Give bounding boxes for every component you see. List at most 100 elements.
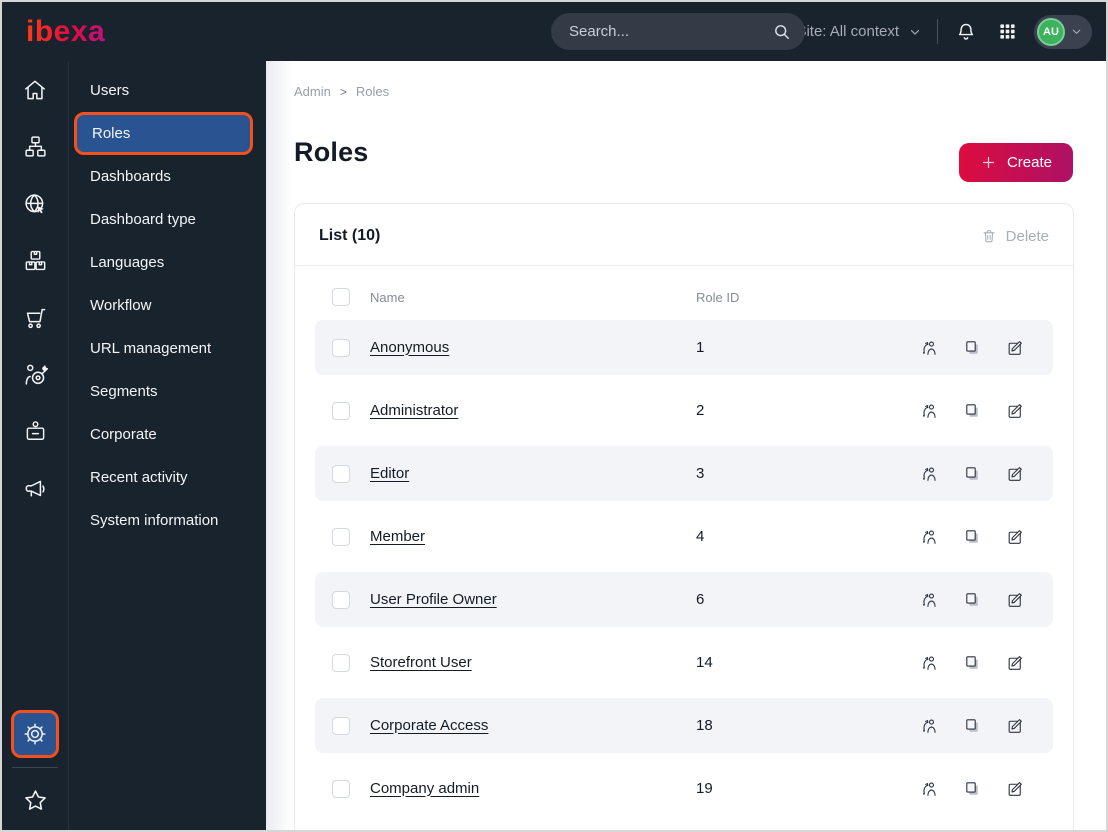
row-checkbox[interactable] bbox=[332, 653, 350, 672]
topbar-divider bbox=[937, 19, 938, 44]
sidebar-item-dashboard-type[interactable]: Dashboard type bbox=[90, 211, 196, 228]
assign-users-icon[interactable] bbox=[920, 716, 939, 736]
chevron-down-icon bbox=[908, 25, 922, 39]
select-all-checkbox[interactable] bbox=[332, 288, 350, 306]
products-boxes-icon[interactable] bbox=[2, 232, 69, 289]
create-button-label: Create bbox=[1006, 154, 1052, 171]
website-globe-icon[interactable] bbox=[2, 175, 69, 232]
role-id-cell: 2 bbox=[696, 402, 705, 419]
role-name-link[interactable]: Anonymous bbox=[370, 338, 450, 356]
sidebar-item-system-information[interactable]: System information bbox=[90, 512, 219, 529]
role-name-link[interactable]: Company admin bbox=[370, 779, 480, 797]
menu-list: Users Roles Dashboards Dashboard type Langua… bbox=[69, 69, 266, 542]
copy-icon[interactable] bbox=[963, 653, 982, 673]
role-name-link[interactable]: Corporate Access bbox=[370, 716, 489, 734]
delete-button[interactable]: Delete bbox=[981, 228, 1049, 245]
card-divider bbox=[295, 265, 1073, 266]
global-search bbox=[551, 13, 805, 50]
breadcrumb: Admin > Roles bbox=[294, 84, 1074, 99]
assign-users-icon[interactable] bbox=[920, 338, 939, 358]
sidebar-item-url-management[interactable]: URL management bbox=[90, 340, 212, 357]
table-row: Anonymous 1 bbox=[315, 320, 1053, 375]
user-menu[interactable]: AU bbox=[1034, 14, 1092, 49]
role-name-link[interactable]: Storefront User bbox=[370, 653, 472, 671]
edit-icon[interactable] bbox=[1006, 779, 1025, 799]
sidebar-item-dashboards[interactable]: Dashboards bbox=[90, 168, 171, 185]
corporate-badge-icon[interactable] bbox=[2, 403, 69, 460]
sidebar-item-users[interactable]: Users bbox=[90, 82, 130, 99]
icon-sidebar bbox=[2, 61, 69, 830]
role-name-link[interactable]: Member bbox=[370, 527, 426, 545]
sidebar-item-workflow[interactable]: Workflow bbox=[90, 297, 152, 314]
table-row: Administrator 2 bbox=[315, 383, 1053, 438]
search-icon[interactable] bbox=[772, 22, 791, 41]
role-name-link[interactable]: Editor bbox=[370, 464, 410, 482]
sitemap-icon[interactable] bbox=[2, 118, 69, 175]
row-checkbox[interactable] bbox=[332, 527, 350, 546]
table-row: Corporate Access 18 bbox=[315, 698, 1053, 753]
assign-users-icon[interactable] bbox=[920, 464, 939, 484]
trash-icon bbox=[981, 228, 997, 245]
assign-users-icon[interactable] bbox=[920, 779, 939, 799]
sidebar-item-roles[interactable]: Roles bbox=[74, 112, 253, 155]
commerce-cart-icon[interactable] bbox=[2, 289, 69, 346]
avatar: AU bbox=[1037, 17, 1065, 46]
row-checkbox[interactable] bbox=[332, 716, 350, 735]
sidebar-item-corporate[interactable]: Corporate bbox=[90, 426, 157, 443]
sidebar-item-segments[interactable]: Segments bbox=[90, 383, 158, 400]
edit-icon[interactable] bbox=[1006, 401, 1025, 421]
topbar-right-cluster: Site: All context A bbox=[767, 14, 1092, 49]
role-id-cell: 19 bbox=[696, 780, 713, 797]
copy-icon[interactable] bbox=[963, 590, 982, 610]
list-count-title: List (10) bbox=[319, 227, 381, 244]
role-name-link[interactable]: User Profile Owner bbox=[370, 590, 497, 608]
icon-sidebar-bottom bbox=[2, 710, 69, 830]
admin-menu-sidebar: Users Roles Dashboards Dashboard type Langua… bbox=[69, 61, 266, 830]
app-switcher-grid-icon[interactable] bbox=[998, 22, 1017, 41]
edit-icon[interactable] bbox=[1006, 338, 1025, 358]
bookmarks-star-icon[interactable] bbox=[2, 777, 69, 823]
table-row: Editor 3 bbox=[315, 446, 1053, 501]
search-input[interactable] bbox=[569, 23, 772, 40]
edit-icon[interactable] bbox=[1006, 527, 1025, 547]
role-id-cell: 3 bbox=[696, 465, 705, 482]
sidebar-item-recent-activity[interactable]: Recent activity bbox=[90, 469, 188, 486]
roles-table: Name Role ID Anonymous 1 Administrator 2 Edi… bbox=[295, 266, 1073, 830]
copy-icon[interactable] bbox=[963, 401, 982, 421]
roles-table-body: Anonymous 1 Administrator 2 Editor 3 Member 4 Us… bbox=[315, 320, 1053, 816]
table-row: User Profile Owner 6 bbox=[315, 572, 1053, 627]
row-checkbox[interactable] bbox=[332, 464, 350, 483]
copy-icon[interactable] bbox=[963, 464, 982, 484]
row-checkbox[interactable] bbox=[332, 779, 350, 798]
marketing-megaphone-icon[interactable] bbox=[2, 460, 69, 517]
assign-users-icon[interactable] bbox=[920, 401, 939, 421]
copy-icon[interactable] bbox=[963, 338, 982, 358]
role-id-cell: 18 bbox=[696, 717, 713, 734]
main-content: Admin > Roles Create Roles List (10) bbox=[266, 61, 1106, 830]
site-context-label: Site: All context bbox=[796, 23, 899, 40]
personalization-target-icon[interactable] bbox=[2, 346, 69, 403]
row-checkbox[interactable] bbox=[332, 401, 350, 420]
copy-icon[interactable] bbox=[963, 716, 982, 736]
sidebar-item-languages[interactable]: Languages bbox=[90, 254, 165, 271]
create-button[interactable]: Create bbox=[958, 143, 1073, 182]
admin-gear-icon[interactable] bbox=[11, 710, 59, 758]
assign-users-icon[interactable] bbox=[920, 527, 939, 547]
home-icon[interactable] bbox=[2, 61, 69, 118]
ibexa-logo[interactable]: ibexa bbox=[26, 14, 106, 48]
edit-icon[interactable] bbox=[1006, 653, 1025, 673]
edit-icon[interactable] bbox=[1006, 464, 1025, 484]
role-id-cell: 1 bbox=[696, 339, 705, 356]
role-name-link[interactable]: Administrator bbox=[370, 401, 459, 419]
breadcrumb-admin[interactable]: Admin bbox=[294, 84, 331, 99]
copy-icon[interactable] bbox=[963, 527, 982, 547]
row-checkbox[interactable] bbox=[332, 338, 350, 357]
notifications-bell-icon[interactable] bbox=[955, 21, 977, 43]
edit-icon[interactable] bbox=[1006, 590, 1025, 610]
copy-icon[interactable] bbox=[963, 779, 982, 799]
assign-users-icon[interactable] bbox=[920, 653, 939, 673]
row-checkbox[interactable] bbox=[332, 590, 350, 609]
edit-icon[interactable] bbox=[1006, 716, 1025, 736]
role-id-cell: 4 bbox=[696, 528, 705, 545]
assign-users-icon[interactable] bbox=[920, 590, 939, 610]
